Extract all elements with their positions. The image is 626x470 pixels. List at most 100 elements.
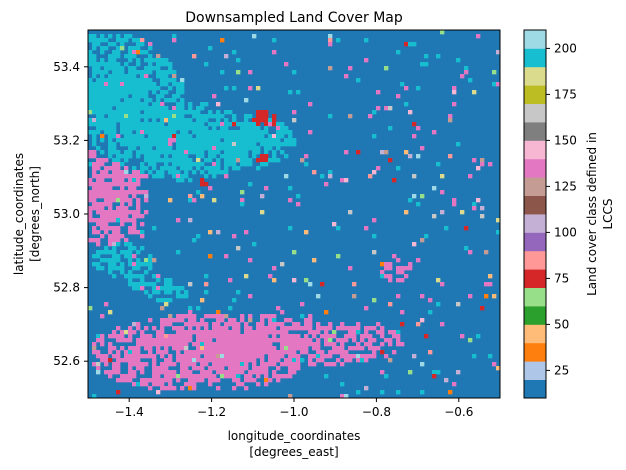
heatmap-cell xyxy=(340,322,345,327)
heatmap-cell xyxy=(96,362,101,367)
heatmap-cell xyxy=(108,334,113,339)
heatmap-cell xyxy=(148,334,153,339)
heatmap-cell xyxy=(292,250,297,255)
heatmap-cell xyxy=(256,374,261,379)
heatmap-cell xyxy=(116,350,121,355)
heatmap-cell xyxy=(124,154,129,159)
heatmap-cell xyxy=(92,170,97,175)
heatmap-cell xyxy=(252,134,257,139)
heatmap-cell xyxy=(332,334,337,339)
heatmap-cell xyxy=(284,130,289,135)
heatmap-cell xyxy=(256,330,261,335)
heatmap-cell xyxy=(252,118,257,123)
heatmap-cell xyxy=(152,338,157,343)
heatmap-cell xyxy=(136,126,141,131)
heatmap-cell xyxy=(184,134,189,139)
heatmap-cell xyxy=(160,142,165,147)
heatmap-cell xyxy=(180,150,185,155)
heatmap-cell xyxy=(124,102,129,107)
heatmap-cell xyxy=(208,142,213,147)
heatmap-cell xyxy=(316,358,321,363)
heatmap-cell xyxy=(176,106,181,111)
heatmap-cell xyxy=(88,162,93,167)
heatmap-cell xyxy=(192,386,197,391)
heatmap-cell xyxy=(124,54,129,59)
heatmap-cell xyxy=(288,342,293,347)
colorbar-segment xyxy=(524,85,546,104)
heatmap-cell xyxy=(224,358,229,363)
heatmap-cell xyxy=(180,126,185,131)
heatmap-cell xyxy=(220,318,225,323)
heatmap-cell xyxy=(136,382,141,387)
heatmap-cell xyxy=(116,190,121,195)
heatmap-cell xyxy=(364,58,369,63)
heatmap-cell xyxy=(132,118,137,123)
heatmap-cell xyxy=(128,198,133,203)
heatmap-cell xyxy=(268,350,273,355)
heatmap-cell xyxy=(140,86,145,91)
heatmap-cell xyxy=(328,34,333,39)
heatmap-cell xyxy=(128,138,133,143)
heatmap-cell xyxy=(200,142,205,147)
heatmap-cell xyxy=(220,146,225,151)
heatmap-cell xyxy=(356,330,361,335)
heatmap-cell xyxy=(156,350,161,355)
heatmap-cell xyxy=(496,50,501,55)
heatmap-cell xyxy=(188,330,193,335)
heatmap-cell xyxy=(176,110,181,115)
heatmap-cell xyxy=(248,294,253,299)
heatmap-cell xyxy=(212,326,217,331)
heatmap-cell xyxy=(208,350,213,355)
heatmap-cell xyxy=(232,50,237,55)
heatmap-cell xyxy=(240,138,245,143)
heatmap-cell xyxy=(292,278,297,283)
heatmap-cell xyxy=(428,310,433,315)
heatmap-cell xyxy=(220,370,225,375)
heatmap-cell xyxy=(240,366,245,371)
heatmap-cell xyxy=(104,82,109,87)
heatmap-cell xyxy=(240,202,245,207)
heatmap-cell xyxy=(284,62,289,67)
heatmap-cell xyxy=(100,86,105,91)
heatmap-cell xyxy=(108,238,113,243)
heatmap-cell xyxy=(376,346,381,351)
heatmap-cell xyxy=(268,354,273,359)
heatmap-cell xyxy=(276,374,281,379)
heatmap-cell xyxy=(88,190,93,195)
heatmap-cell xyxy=(232,354,237,359)
heatmap-cell xyxy=(236,334,241,339)
heatmap-cell xyxy=(100,102,105,107)
heatmap-cell xyxy=(192,362,197,367)
heatmap-cell xyxy=(100,202,105,207)
heatmap-cell xyxy=(168,66,173,71)
heatmap-cell xyxy=(148,146,153,151)
heatmap-cell xyxy=(260,134,265,139)
heatmap-cell xyxy=(132,54,137,59)
heatmap-cell xyxy=(256,110,261,115)
heatmap-cell xyxy=(188,138,193,143)
heatmap-cell xyxy=(244,326,249,331)
heatmap-cell xyxy=(168,86,173,91)
y-axis-label-line2: [degrees_north] xyxy=(28,166,42,262)
heatmap-cell xyxy=(148,258,153,263)
heatmap-cell xyxy=(168,354,173,359)
heatmap-cell xyxy=(460,210,465,215)
heatmap-cell xyxy=(268,358,273,363)
heatmap-cell xyxy=(128,278,133,283)
heatmap-cell xyxy=(96,78,101,83)
heatmap-cell xyxy=(268,338,273,343)
heatmap-cell xyxy=(168,118,173,123)
heatmap-cell xyxy=(268,330,273,335)
heatmap-cell xyxy=(264,118,269,123)
heatmap-cell xyxy=(104,118,109,123)
heatmap-cell xyxy=(144,326,149,331)
heatmap-cell xyxy=(204,314,209,319)
heatmap-cell xyxy=(148,66,153,71)
heatmap-cell xyxy=(128,118,133,123)
heatmap-cell xyxy=(212,150,217,155)
heatmap-cell xyxy=(452,86,457,91)
heatmap-cell xyxy=(96,178,101,183)
colorbar-segment xyxy=(524,361,546,380)
heatmap-cell xyxy=(160,362,165,367)
heatmap-cell xyxy=(164,374,169,379)
